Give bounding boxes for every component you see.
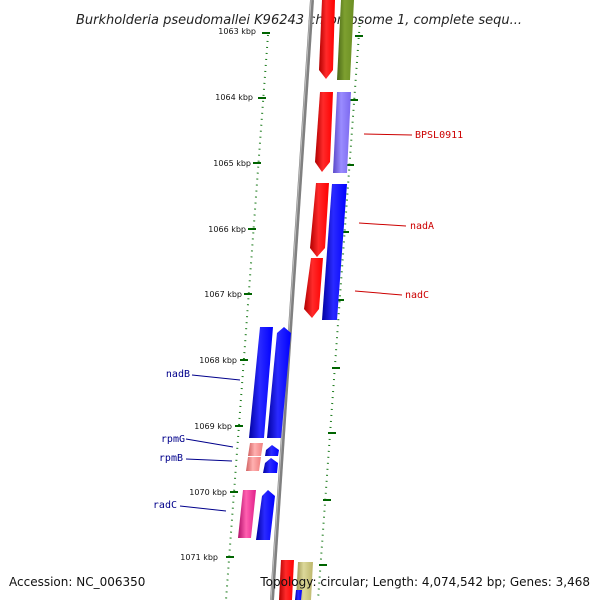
gene-rpmb[interactable] <box>246 457 261 471</box>
topology-text: Topology: circular; Length: 4,074,542 bp… <box>259 575 590 589</box>
gene-red-nada-left[interactable] <box>310 183 329 257</box>
gene-bpsl0911[interactable] <box>333 92 351 173</box>
gene-labels[interactable]: BPSL0911 nadA nadC nadB rpmG rpmB radC <box>153 130 463 511</box>
gene-rpmg-arrow[interactable] <box>265 445 279 456</box>
gene-label-rpmb[interactable]: rpmB <box>159 453 183 464</box>
gene-rpmb-arrow[interactable] <box>263 458 278 473</box>
gene-red-bottom[interactable] <box>279 560 294 600</box>
right-dotted-track <box>317 19 361 600</box>
kbp-ticks: 1063 kbp 1064 kbp 1065 kbp 1066 kbp 1067… <box>180 27 363 566</box>
reverse-strand-genes[interactable] <box>304 0 354 320</box>
tick-1067: 1067 kbp <box>204 290 344 301</box>
gene-nadc[interactable] <box>304 258 323 318</box>
gene-label-radc[interactable]: radC <box>153 500 177 511</box>
bottom-genes[interactable] <box>279 560 313 600</box>
gene-radc-right[interactable] <box>256 490 275 540</box>
tick-1071: 1071 kbp <box>180 553 327 566</box>
gene-label-nadc[interactable]: nadC <box>405 290 429 301</box>
sequence-backbone-highlight <box>270 0 312 600</box>
gene-label-rpmg[interactable]: rpmG <box>161 434 185 445</box>
tick-label: 1064 kbp <box>215 93 253 102</box>
accession-text: Accession: NC_006350 <box>9 575 145 589</box>
gene-olive-top[interactable] <box>337 0 354 80</box>
tick-1064: 1064 kbp <box>215 93 358 102</box>
gene-red-top[interactable] <box>319 0 335 79</box>
gene-label-nada[interactable]: nadA <box>410 221 434 232</box>
map-title: Burkholderia pseudomallei K96243 chromos… <box>76 13 522 28</box>
gene-label-bpsl0911[interactable]: BPSL0911 <box>415 130 463 141</box>
gene-red-bpsl0911-left[interactable] <box>315 92 333 172</box>
tick-1066: 1066 kbp <box>208 225 349 234</box>
tick-label: 1068 kbp <box>199 356 237 365</box>
tick-label: 1071 kbp <box>180 553 218 562</box>
tick-label: 1067 kbp <box>204 290 242 299</box>
gene-nada[interactable] <box>322 184 347 320</box>
tick-label: 1065 kbp <box>213 159 251 168</box>
gene-label-nadb[interactable]: nadB <box>166 369 190 380</box>
tick-1065: 1065 kbp <box>213 159 354 168</box>
tick-label: 1063 kbp <box>218 27 256 36</box>
tick-1068: 1068 kbp <box>199 356 340 369</box>
tick-1070: 1070 kbp <box>189 488 331 501</box>
gene-rpmg[interactable] <box>248 443 263 456</box>
gene-nadb[interactable] <box>267 327 291 438</box>
gene-radc[interactable] <box>238 490 256 538</box>
forward-strand-genes[interactable] <box>238 327 291 540</box>
tick-1063: 1063 kbp <box>218 27 363 37</box>
tick-label: 1066 kbp <box>208 225 246 234</box>
tick-1069: 1069 kbp <box>194 422 336 434</box>
tick-label: 1069 kbp <box>194 422 232 431</box>
sequence-backbone <box>270 0 314 600</box>
gene-nadb-left[interactable] <box>249 327 273 438</box>
gene-label-leaders <box>179 133 413 512</box>
tick-label: 1070 kbp <box>189 488 227 497</box>
gene-blue-bottom[interactable] <box>295 590 302 600</box>
